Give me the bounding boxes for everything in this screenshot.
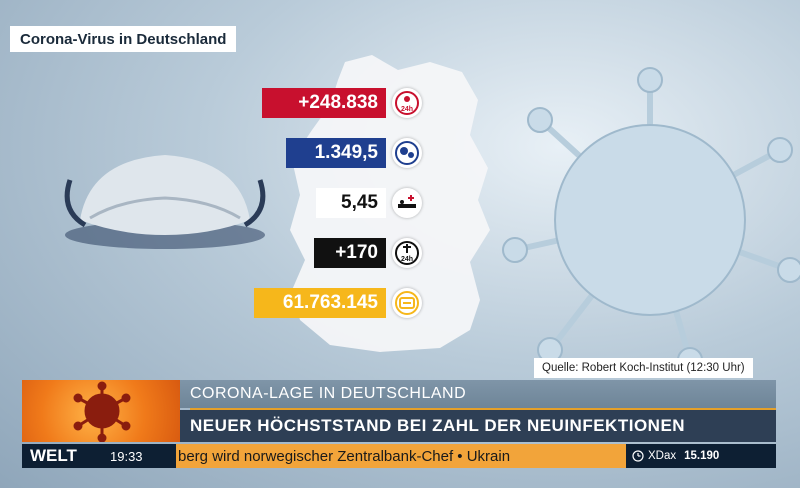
svg-text:24h: 24h bbox=[401, 256, 413, 263]
lower-third-headline: NEUER HÖCHSTSTAND BEI ZAHL DER NEUINFEKT… bbox=[180, 410, 776, 442]
lower-third-divider bbox=[190, 408, 776, 410]
clock-icon bbox=[632, 450, 644, 462]
stat-value: 1.349,5 bbox=[286, 138, 386, 168]
virus-24h-icon: 24h bbox=[392, 88, 422, 118]
coronavirus-image bbox=[502, 67, 800, 373]
stat-incidence: 1.349,5 bbox=[286, 138, 422, 168]
stat-vaccinations: 61.763.145 bbox=[254, 288, 422, 318]
stat-value: 5,45 bbox=[316, 188, 386, 218]
face-mask-image bbox=[64, 155, 266, 249]
hospital-bed-icon bbox=[392, 188, 422, 218]
broadcast-clock: 19:33 bbox=[100, 444, 176, 468]
lower-third-virus-thumbnail bbox=[22, 380, 180, 442]
vaccination-card-icon bbox=[392, 288, 422, 318]
market-index-value: 15.190 bbox=[684, 450, 720, 462]
graphic-title: Corona-Virus in Deutschland bbox=[10, 26, 237, 52]
cross-24h-icon: 24h bbox=[392, 238, 422, 268]
stat-hospitalization: 5,45 bbox=[316, 188, 422, 218]
svg-text:24h: 24h bbox=[401, 106, 413, 113]
market-ticker: XDax 15.190 bbox=[626, 444, 776, 468]
stat-deaths: +170 24h bbox=[314, 238, 422, 268]
stat-new-infections: +248.838 24h bbox=[262, 88, 422, 118]
source-label: Quelle: Robert Koch-Institut (12:30 Uhr) bbox=[534, 358, 753, 378]
news-ticker-text: berg wird norwegischer Zentralbank-Chef … bbox=[176, 444, 626, 468]
lower-third-topic: CORONA-LAGE IN DEUTSCHLAND bbox=[180, 380, 776, 408]
stat-value: 61.763.145 bbox=[254, 288, 386, 318]
virus-cluster-icon bbox=[392, 138, 422, 168]
stat-value: +248.838 bbox=[262, 88, 386, 118]
news-ticker-bar: WELT 19:33 berg wird norwegischer Zentra… bbox=[22, 444, 776, 468]
market-index-name: XDax bbox=[648, 450, 677, 462]
channel-logo: WELT bbox=[22, 444, 100, 468]
stat-value: +170 bbox=[314, 238, 386, 268]
